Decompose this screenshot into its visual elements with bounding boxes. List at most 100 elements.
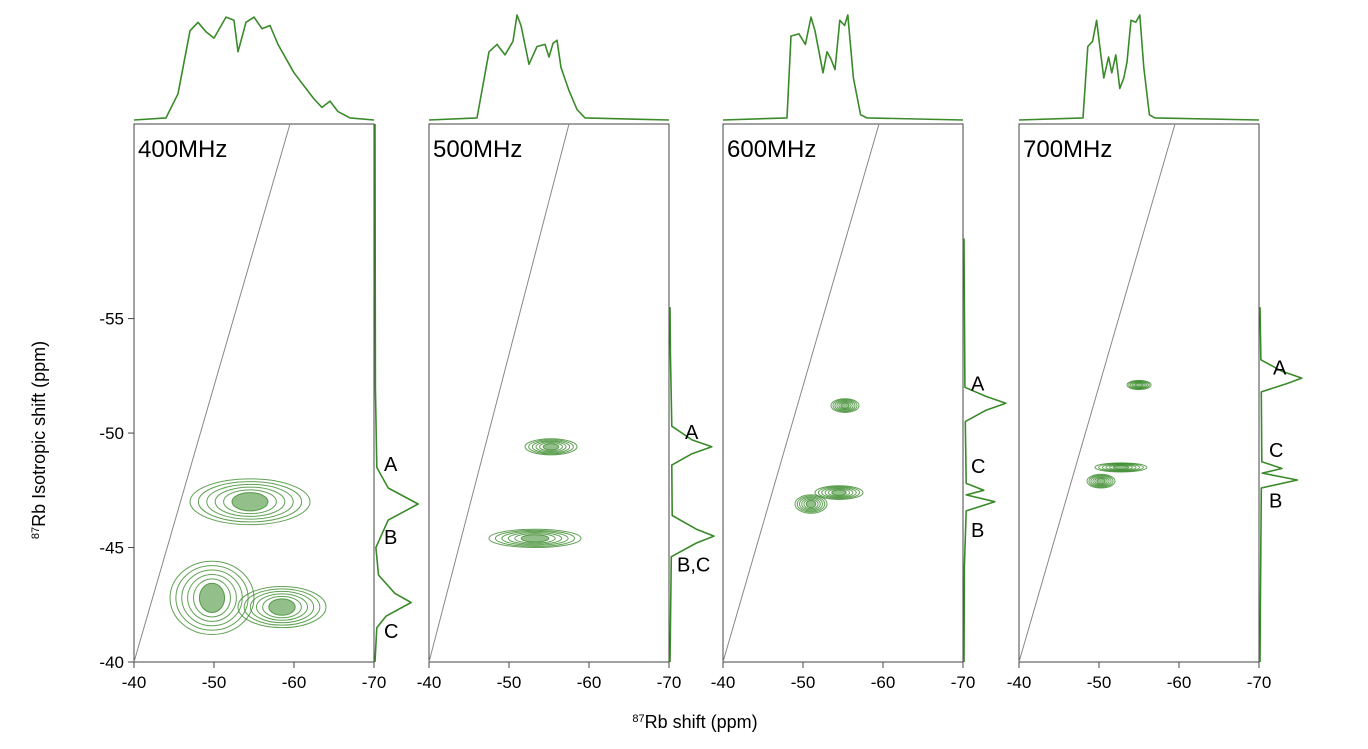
panel-title: 500MHz: [433, 136, 522, 163]
contour-level: [1129, 381, 1149, 389]
panel-title: 700MHz: [1023, 136, 1112, 163]
panel-frame: [1018, 123, 1260, 663]
y-axis-label-text: Rb Isotropic shift (ppm): [29, 341, 49, 527]
contour-peaks: [794, 398, 864, 514]
contour-level: [805, 499, 817, 509]
diagonal-line: [722, 123, 880, 663]
contour-level: [494, 529, 576, 547]
contour-peaks: [169, 478, 327, 636]
contour-peak: [1086, 473, 1116, 489]
contour-level: [488, 528, 582, 549]
contour-level: [1098, 462, 1144, 472]
y-tick-label: -45: [99, 539, 124, 558]
panel-frame: [428, 123, 670, 663]
y-tick-label: -40: [99, 653, 124, 672]
contour-peak: [1094, 462, 1148, 473]
site-label: C: [971, 456, 985, 478]
diagonal-line: [133, 123, 291, 663]
contour-level: [198, 582, 226, 614]
contour-level: [1094, 477, 1108, 486]
contour-level: [255, 593, 309, 621]
contour-peak: [830, 398, 860, 413]
contour-peak: [1126, 379, 1152, 391]
contour-level: [834, 399, 856, 412]
panel-2: 500MHz -40 -50 -60 -70 A B,C: [417, 14, 715, 692]
contour-level: [1109, 464, 1133, 471]
contour-level: [817, 486, 861, 500]
x-tick-label: -70: [1247, 673, 1272, 692]
contour-level: [223, 489, 277, 515]
x-tick-label: -60: [577, 673, 602, 692]
x-tick-label: -40: [417, 673, 442, 692]
site-label: C: [384, 621, 398, 643]
contour-level: [531, 440, 571, 454]
site-label: B: [384, 527, 397, 549]
contour-level: [231, 492, 269, 512]
contour-level: [836, 400, 854, 411]
contour-peak: [237, 585, 327, 629]
contour-level: [1126, 379, 1152, 391]
contour-level: [803, 498, 819, 510]
projection-line: [374, 123, 419, 663]
contour-level: [187, 573, 237, 622]
panel-4: 700MHz -40 -50 -60 -70 A C B: [1007, 14, 1303, 692]
site-label: A: [1273, 358, 1287, 380]
contour-level: [237, 585, 327, 629]
contour-level: [197, 481, 303, 523]
contour-level: [1134, 382, 1144, 388]
projection-line: [963, 238, 1007, 663]
y-tick-label: -55: [99, 310, 124, 329]
contour-level: [801, 497, 821, 511]
contour-level: [830, 398, 860, 413]
contour-level: [528, 439, 574, 455]
contour-level: [1101, 463, 1141, 472]
site-label: B,C: [677, 555, 710, 577]
x-axis-label-text: Rb shift (ppm): [645, 712, 758, 732]
x-tick-label: -40: [1007, 673, 1032, 692]
contour-level: [798, 496, 824, 512]
contour-level: [1112, 465, 1130, 470]
contour-peak: [488, 528, 582, 549]
x-axis-label-sup: 87: [632, 713, 644, 725]
contour-peak: [814, 485, 864, 500]
contour-level: [206, 483, 294, 520]
contour-level: [1094, 462, 1148, 473]
diagonal-line: [428, 123, 570, 663]
contour-level: [514, 533, 556, 544]
contour-level: [243, 588, 321, 626]
x-tick-label: -50: [1087, 673, 1112, 692]
contour-level: [1088, 474, 1114, 488]
contour-peak: [524, 438, 578, 456]
x-axis-label: 87Rb shift (ppm): [632, 712, 757, 732]
panel-frame: [133, 123, 375, 663]
site-label: C: [1269, 440, 1283, 462]
contour-level: [794, 494, 828, 514]
contour-level: [507, 532, 563, 545]
contour-level: [1105, 463, 1137, 471]
contour-level: [262, 595, 302, 619]
contour-peaks: [1086, 379, 1152, 489]
contour-level: [268, 598, 296, 616]
contour-level: [838, 401, 852, 410]
projection-line: [669, 307, 715, 663]
panel-frame: [722, 123, 964, 663]
site-label: B: [971, 520, 984, 542]
contour-peak: [169, 560, 255, 636]
projection-line: [1259, 307, 1303, 663]
contour-level: [524, 438, 578, 456]
contour-level: [175, 565, 249, 631]
contour-level: [1096, 477, 1106, 485]
x-tick-label: -60: [282, 673, 307, 692]
contour-peak: [189, 478, 311, 526]
contour-level: [249, 590, 315, 624]
contour-level: [169, 560, 255, 636]
panel-title: 600MHz: [727, 136, 816, 163]
contour-level: [1128, 380, 1150, 390]
panel-1: 400MHz -40 -50 -60 -70 -55 -50 -45 -40 A B C: [99, 16, 419, 692]
site-label: A: [384, 454, 398, 476]
y-axis-label: 87Rb Isotropic shift (ppm): [29, 341, 49, 539]
x-tick-label: -70: [362, 673, 387, 692]
contour-level: [1133, 382, 1145, 388]
